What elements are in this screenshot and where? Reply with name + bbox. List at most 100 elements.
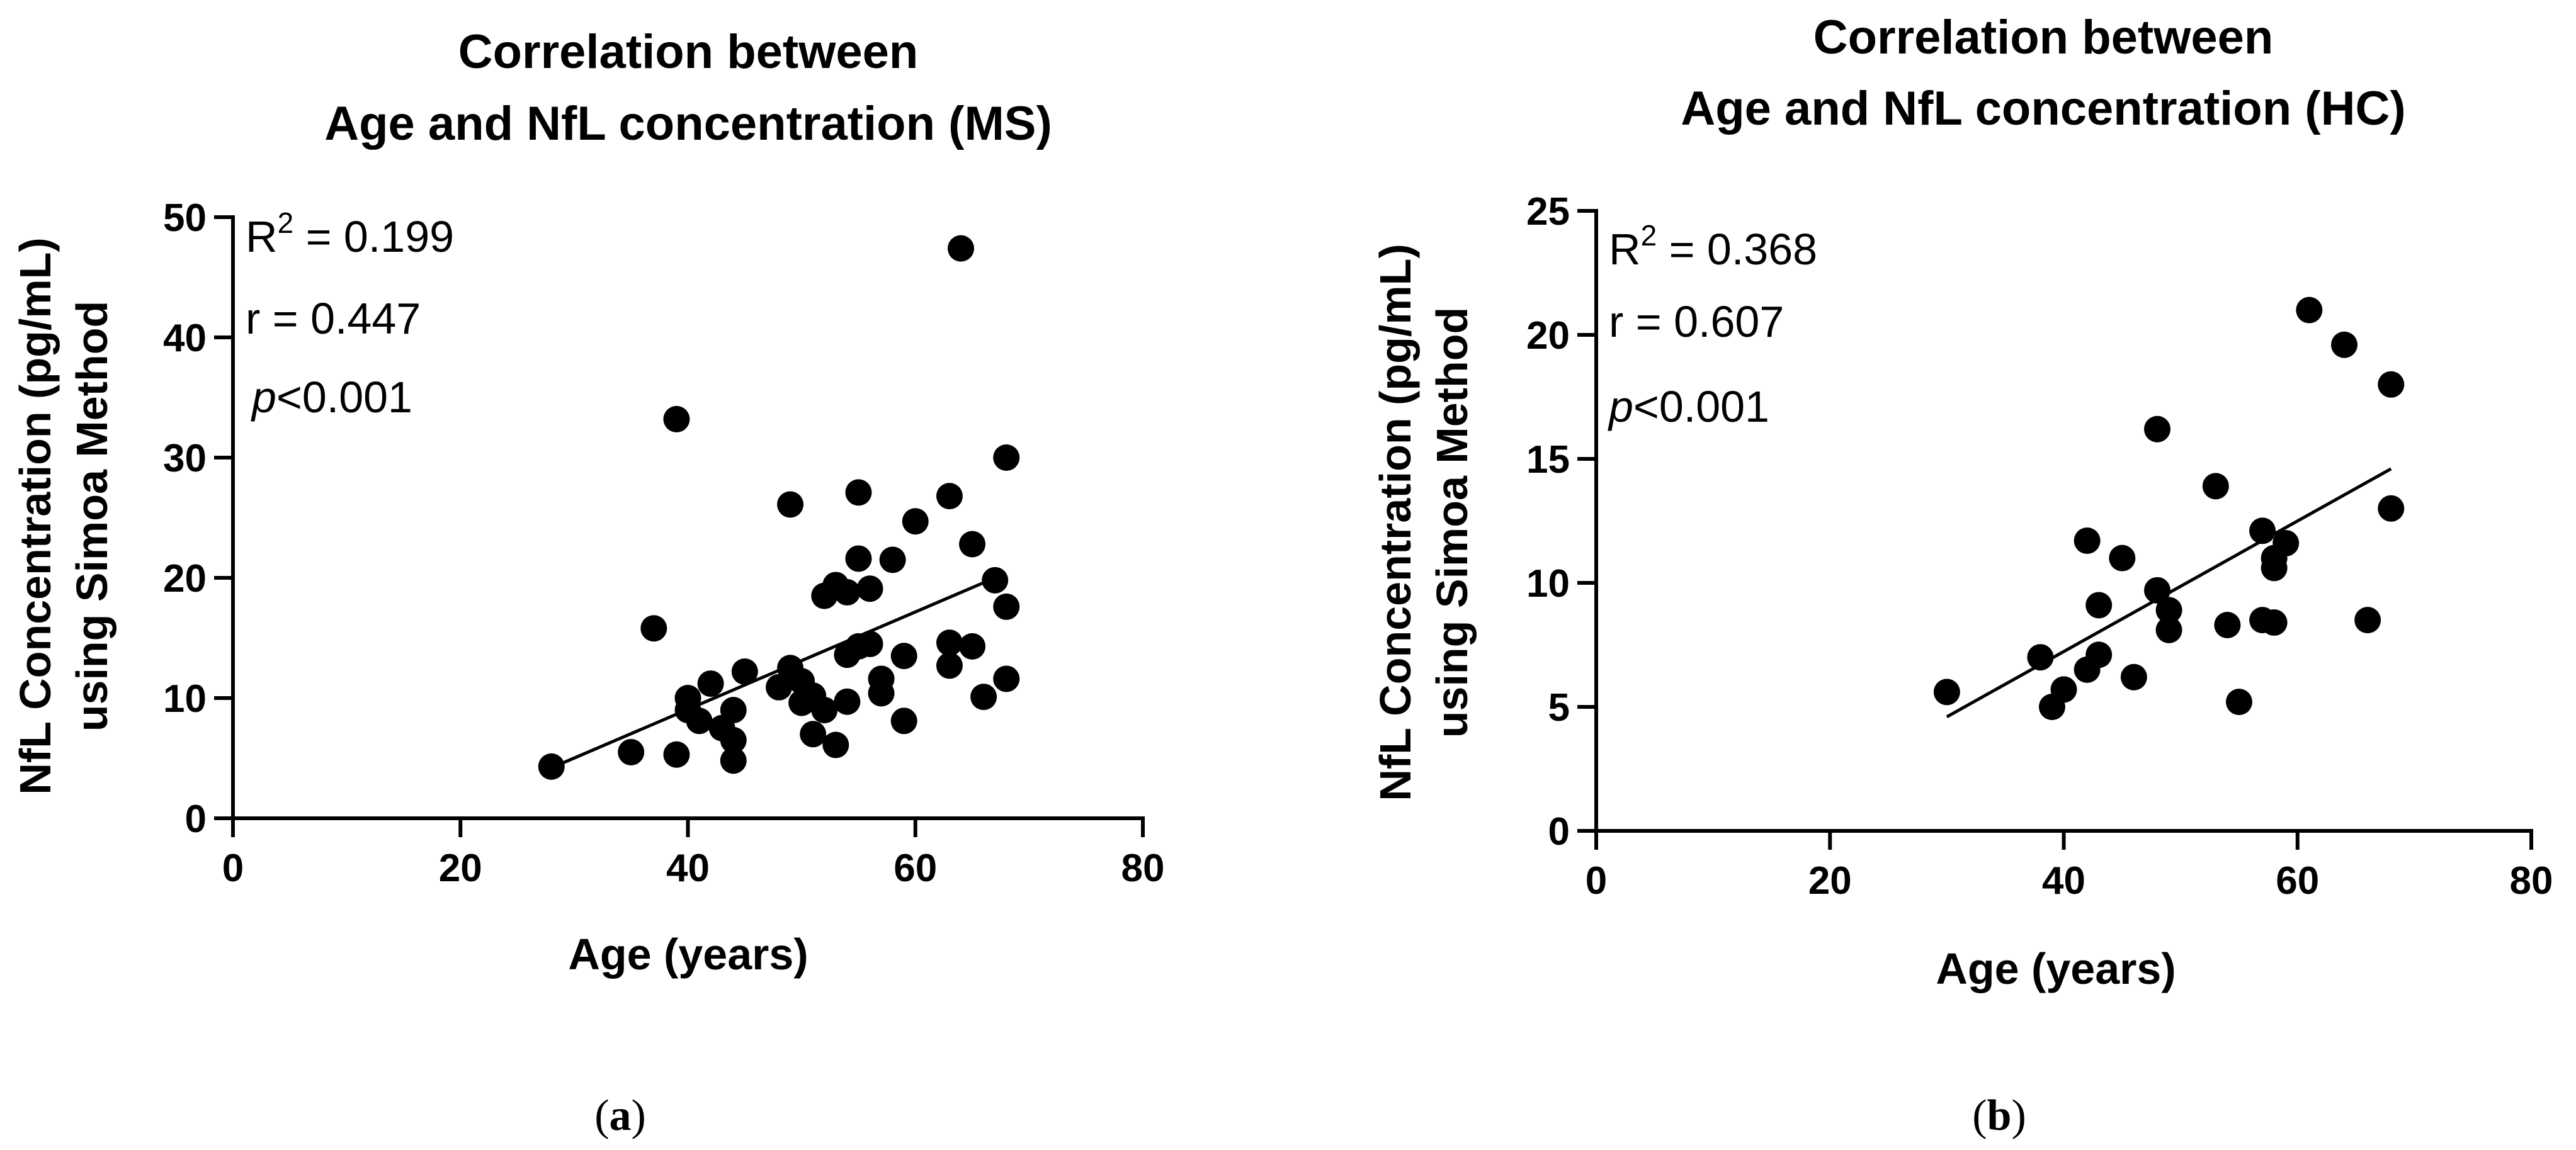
y-tick-label: 20 — [163, 557, 207, 600]
p-value: <0.001 — [1633, 382, 1769, 431]
r-squared-value: = 0.199 — [293, 212, 454, 261]
data-point — [777, 491, 804, 518]
points-group — [1933, 296, 2405, 720]
y-tick-label: 30 — [163, 437, 207, 480]
chart-title-line2: Age and NfL concentration (HC) — [1681, 82, 2405, 135]
data-point — [834, 578, 861, 606]
data-point — [822, 731, 849, 758]
data-point — [948, 235, 974, 262]
y-tick-label: 40 — [163, 317, 207, 360]
data-point — [2261, 609, 2288, 636]
data-point — [834, 688, 861, 715]
panel-caption-a: (a) — [594, 1091, 646, 1140]
data-point — [959, 531, 986, 558]
tick-group: 0 20 40 60 80 0 10 20 30 40 50 — [163, 196, 1164, 890]
p-label: p — [251, 373, 276, 422]
data-point — [766, 674, 792, 701]
data-point — [663, 741, 690, 768]
y-tick-label: 15 — [1526, 438, 1570, 482]
chart-title-line2: Age and NfL concentration (MS) — [324, 97, 1052, 150]
x-tick-label: 20 — [439, 847, 482, 890]
x-tick-label: 80 — [2510, 859, 2553, 903]
data-point — [993, 444, 1020, 471]
data-point — [2378, 371, 2405, 398]
p-value-stat: p<0.001 — [1608, 382, 1769, 431]
data-point — [890, 643, 917, 670]
data-point — [936, 652, 963, 679]
x-tick-label: 60 — [2276, 859, 2319, 903]
y-axis-label-line1: NfL Concentration (pg/mL) — [1371, 244, 1420, 801]
data-point — [720, 747, 747, 774]
data-point — [856, 631, 883, 658]
points-group — [538, 235, 1020, 780]
panel-caption-b: (b) — [1972, 1091, 2026, 1140]
regression-line — [550, 576, 996, 770]
panel-a-ms: Correlation between Age and NfL concentr… — [11, 25, 1164, 1140]
r-squared-sup: 2 — [1641, 219, 1657, 252]
data-point — [845, 545, 872, 572]
r-squared-label: R — [246, 212, 278, 261]
data-point — [1933, 679, 1960, 706]
data-point — [538, 753, 565, 780]
y-tick-label: 20 — [1526, 314, 1570, 358]
y-tick-label: 50 — [163, 196, 207, 240]
data-point — [2214, 611, 2241, 638]
data-point — [2109, 544, 2136, 572]
data-point — [2085, 641, 2113, 668]
data-point — [993, 593, 1020, 620]
x-axis-label: Age (years) — [568, 930, 808, 979]
r-stat: r = 0.447 — [246, 294, 421, 343]
data-point — [2249, 517, 2276, 544]
data-point — [856, 575, 883, 602]
data-point — [2027, 644, 2054, 671]
data-point — [2378, 495, 2405, 522]
p-value: <0.001 — [276, 373, 412, 422]
y-axis-label-line2: using Simoa Method — [1427, 307, 1477, 738]
data-point — [2144, 415, 2170, 443]
x-tick-label: 80 — [1121, 847, 1165, 890]
chart-title-line1: Correlation between — [458, 25, 919, 79]
x-tick-label: 0 — [1586, 859, 1607, 903]
data-point — [936, 629, 963, 657]
data-point — [686, 707, 713, 735]
data-point — [618, 738, 645, 765]
data-point — [697, 670, 724, 697]
y-tick-label: 5 — [1548, 686, 1570, 730]
data-point — [2272, 529, 2300, 556]
data-point — [2144, 577, 2170, 604]
r-squared-stat: R2 = 0.199 — [246, 206, 454, 261]
data-point — [845, 479, 872, 506]
chart-title-line1: Correlation between — [1813, 11, 2274, 64]
r-squared-stat: R2 = 0.368 — [1609, 219, 1817, 274]
y-tick-label: 10 — [1526, 562, 1570, 606]
data-point — [2085, 592, 2113, 619]
data-point — [2155, 616, 2182, 643]
data-point — [811, 697, 838, 724]
x-tick-label: 40 — [666, 847, 710, 890]
x-tick-label: 60 — [894, 847, 937, 890]
y-tick-label: 25 — [1526, 190, 1570, 234]
data-point — [2120, 663, 2147, 691]
y-tick-label: 10 — [163, 677, 207, 721]
data-point — [720, 697, 747, 724]
x-tick-label: 0 — [222, 847, 244, 890]
data-point — [2074, 527, 2101, 555]
data-point — [2354, 607, 2381, 634]
r-squared-label: R — [1609, 225, 1641, 274]
r-stat: r = 0.607 — [1609, 297, 1784, 346]
p-value-stat: p<0.001 — [251, 373, 412, 422]
data-point — [970, 684, 997, 711]
data-point — [936, 483, 963, 510]
tick-group: 0 20 40 60 80 0 5 10 15 20 25 — [1526, 190, 2553, 903]
data-point — [720, 726, 747, 753]
data-point — [868, 680, 895, 707]
data-point — [2225, 689, 2252, 716]
data-point — [2155, 597, 2182, 624]
x-tick-label: 20 — [1808, 859, 1852, 903]
y-axis-label-line2: using Simoa Method — [67, 301, 116, 731]
data-point — [640, 615, 667, 642]
data-point — [959, 633, 986, 660]
data-point — [890, 707, 917, 735]
data-point — [800, 721, 827, 748]
